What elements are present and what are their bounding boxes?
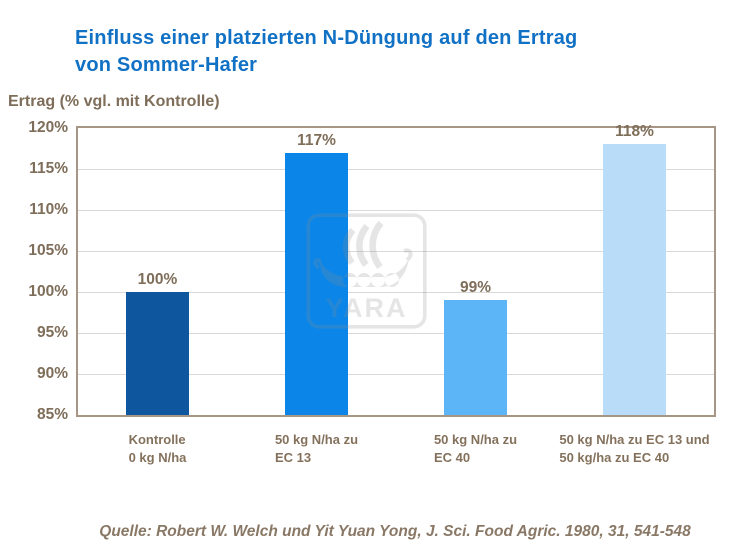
chart-title-line1: Einfluss einer platzierten N-Düngung auf…: [75, 27, 578, 49]
gridline: [78, 209, 714, 211]
y-tick-label: 115%: [29, 160, 68, 177]
y-axis-title: Ertrag (% vgl. mit Kontrolle): [8, 93, 220, 110]
bar-4: [603, 144, 666, 415]
x-category-cell: 50 kg N/ha zu EC 40: [396, 431, 555, 466]
gridline: [78, 332, 714, 334]
ship-sails-icon: [342, 220, 384, 270]
bar-value-label: 118%: [615, 123, 654, 141]
bar-1: [126, 292, 189, 415]
bar-value-label: 117%: [297, 131, 336, 149]
bar-value-label: 100%: [137, 271, 178, 288]
x-category-label: 50 kg N/ha zu EC 13: [274, 432, 359, 465]
y-tick-label: 90%: [36, 365, 68, 382]
gridline: [78, 250, 714, 252]
x-category-cell: 50 kg N/ha zu EC 13: [237, 431, 396, 466]
gridline: [78, 373, 714, 375]
plot-area: 100% 117% 99% 118% YARA: [76, 123, 716, 417]
gridline: [78, 291, 714, 293]
bar-2: [285, 152, 348, 415]
y-tick-label: 110%: [29, 201, 68, 218]
source-citation: Quelle: Robert W. Welch und Yit Yuan Yon…: [99, 523, 691, 540]
y-tick-label: 85%: [36, 406, 68, 423]
bar-3: [444, 300, 507, 415]
x-category-label: 50 kg N/ha zu EC 40: [433, 432, 518, 465]
gridline: [78, 168, 714, 170]
bar-value-label: 99%: [459, 279, 492, 297]
chart-title: Einfluss einer platzierten N-Düngung auf…: [75, 25, 695, 79]
x-category-cell: 50 kg N/ha zu EC 13 und 50 kg/ha zu EC 4…: [555, 431, 714, 466]
x-category-label: 50 kg N/ha zu EC 13 und 50 kg/ha zu EC 4…: [559, 432, 710, 465]
y-tick-label: 100%: [28, 283, 68, 300]
y-tick-label: 105%: [28, 242, 68, 259]
x-axis-labels: Kontrolle 0 kg N/ha 50 kg N/ha zu EC 13 50…: [78, 431, 714, 466]
x-category-label: Kontrolle 0 kg N/ha: [128, 432, 187, 465]
chart-title-line2: von Sommer-Hafer: [75, 54, 258, 76]
y-tick-label: 95%: [36, 324, 68, 341]
y-tick-label: 120%: [28, 119, 68, 136]
x-category-cell: Kontrolle 0 kg N/ha: [78, 431, 237, 466]
